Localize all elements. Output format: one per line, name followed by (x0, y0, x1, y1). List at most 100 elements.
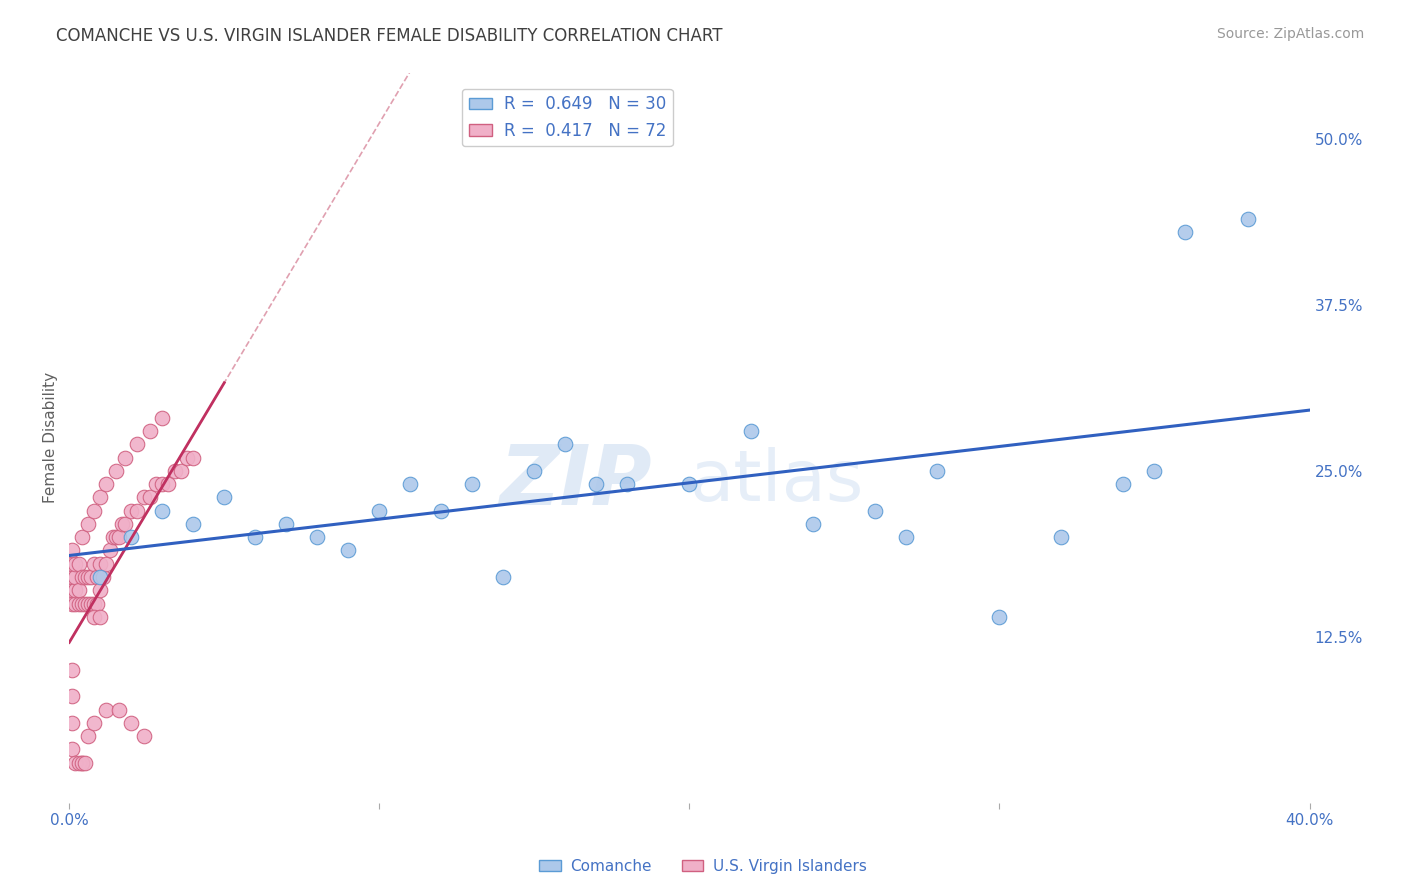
Point (1174, 225, 1197, 239)
Point (492, 570, 515, 584)
Point (927, 464, 949, 478)
Point (108, 703, 131, 717)
Point (89, 610, 111, 624)
Point (276, 516, 298, 531)
Point (988, 610, 1011, 624)
Point (523, 464, 546, 478)
Point (399, 477, 422, 491)
Point (120, 530, 142, 544)
Point (214, 491, 236, 505)
Text: Source: ZipAtlas.com: Source: ZipAtlas.com (1216, 27, 1364, 41)
Point (616, 477, 638, 491)
Point (70, 756, 93, 770)
Point (181, 450, 204, 465)
Point (96, 557, 118, 571)
Text: atlas: atlas (689, 447, 863, 516)
Point (73, 756, 96, 770)
Point (150, 504, 173, 518)
Point (127, 437, 149, 451)
Point (60, 663, 83, 677)
Point (104, 464, 127, 478)
Point (96, 477, 118, 491)
Point (132, 491, 155, 505)
Point (108, 530, 131, 544)
Point (76, 570, 98, 584)
Point (740, 424, 762, 438)
Point (67, 557, 90, 571)
Point (1112, 477, 1135, 491)
Point (896, 530, 918, 544)
Point (89, 557, 111, 571)
Point (96, 703, 118, 717)
Point (86, 570, 108, 584)
Point (585, 477, 607, 491)
Point (368, 504, 391, 518)
Point (76, 729, 98, 743)
Point (65, 583, 87, 598)
Point (60, 543, 83, 558)
Point (70, 570, 93, 584)
Point (83, 610, 105, 624)
Point (89, 570, 111, 584)
Point (307, 530, 329, 544)
Point (83, 597, 105, 611)
Point (83, 504, 105, 518)
Point (114, 450, 136, 465)
Point (65, 756, 87, 770)
Text: COMANCHE VS U.S. VIRGIN ISLANDER FEMALE DISABILITY CORRELATION CHART: COMANCHE VS U.S. VIRGIN ISLANDER FEMALE … (56, 27, 723, 45)
Point (678, 477, 700, 491)
Point (139, 491, 162, 505)
Point (1050, 530, 1073, 544)
Point (60, 583, 83, 598)
Point (181, 516, 204, 531)
Point (430, 504, 453, 518)
Point (60, 742, 83, 756)
Text: ZIP: ZIP (499, 441, 652, 522)
Point (86, 597, 108, 611)
Point (101, 530, 124, 544)
Point (554, 437, 576, 451)
Point (461, 477, 484, 491)
Point (60, 690, 83, 704)
Point (89, 491, 111, 505)
Point (67, 583, 90, 598)
Point (65, 597, 87, 611)
Point (98, 543, 121, 558)
Point (76, 516, 98, 531)
Point (120, 504, 142, 518)
Point (70, 756, 93, 770)
Point (127, 504, 149, 518)
Point (1236, 211, 1258, 226)
Point (73, 597, 96, 611)
Point (89, 583, 111, 598)
Point (76, 597, 98, 611)
Point (91, 570, 114, 584)
Point (176, 450, 198, 465)
Point (60, 597, 83, 611)
Point (337, 543, 360, 558)
Point (60, 557, 83, 571)
Point (132, 729, 155, 743)
Point (104, 530, 127, 544)
Point (65, 557, 87, 571)
Point (170, 464, 193, 478)
Legend: R =  0.649   N = 30, R =  0.417   N = 72: R = 0.649 N = 30, R = 0.417 N = 72 (463, 88, 672, 146)
Point (111, 516, 134, 531)
Point (150, 410, 173, 425)
Point (65, 570, 87, 584)
Point (83, 715, 105, 730)
Point (865, 504, 887, 518)
Point (803, 516, 825, 531)
Point (114, 516, 136, 531)
Point (60, 715, 83, 730)
Point (67, 756, 90, 770)
Point (80, 570, 103, 584)
Point (70, 530, 93, 544)
Point (245, 530, 267, 544)
Point (73, 570, 96, 584)
Point (67, 597, 90, 611)
Point (70, 597, 93, 611)
Point (163, 464, 186, 478)
Y-axis label: Female Disability: Female Disability (44, 372, 58, 503)
Point (150, 477, 173, 491)
